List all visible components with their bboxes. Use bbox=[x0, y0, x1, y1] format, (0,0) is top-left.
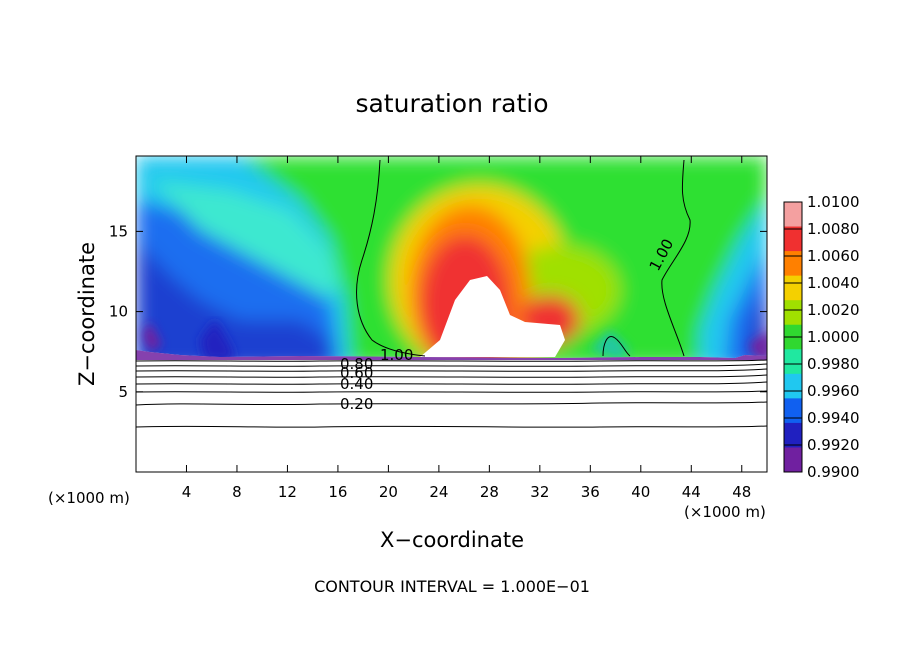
contour-label: 0.60 bbox=[340, 364, 373, 382]
colorbar-swatch bbox=[784, 447, 802, 473]
colorbar-level-label: 0.9960 bbox=[807, 382, 860, 400]
x-unit-right: (×1000 m) bbox=[684, 503, 766, 521]
x-tick-label: 32 bbox=[530, 483, 549, 501]
colorbar-level-label: 1.0100 bbox=[807, 193, 860, 211]
colorbar-swatch bbox=[784, 373, 802, 399]
colorbar-level-label: 1.0020 bbox=[807, 301, 860, 319]
x-tick-label: 44 bbox=[682, 483, 701, 501]
colorbar-swatch bbox=[784, 226, 802, 252]
colorbar-swatch bbox=[784, 275, 802, 301]
colorbar-level-label: 0.9980 bbox=[807, 355, 860, 373]
x-axis-label: X−coordinate bbox=[380, 528, 524, 552]
colorbar-swatch bbox=[784, 398, 802, 424]
colorbar-level-label: 1.0000 bbox=[807, 328, 860, 346]
colorbar-level-label: 0.9940 bbox=[807, 409, 860, 427]
x-tick-label: 4 bbox=[182, 483, 192, 501]
y-tick-label: 10 bbox=[109, 303, 128, 321]
colorbar-level-label: 0.9900 bbox=[807, 463, 860, 481]
contour-lines bbox=[136, 159, 767, 428]
contour-label: 1.00 bbox=[380, 346, 413, 364]
contour-label: 0.20 bbox=[340, 395, 373, 413]
plot-frame bbox=[135, 155, 768, 473]
x-axis-ticks: 4 8 12 16 20 24 28 32 36 40 44 48 bbox=[182, 156, 751, 501]
y-tick-label: 5 bbox=[118, 383, 128, 401]
heatmap-field bbox=[136, 156, 767, 358]
contour-labels: 1.00 1.00 0.80 0.60 0.40 0.20 bbox=[340, 236, 677, 413]
y-axis-label: Z−coordinate bbox=[75, 242, 99, 386]
x-tick-label: 36 bbox=[581, 483, 600, 501]
colorbar-swatch bbox=[784, 251, 802, 277]
colorbar: 1.0100 1.0080 1.0060 1.0040 1.0020 1.0000 0.99… bbox=[783, 193, 860, 481]
colorbar-level-label: 1.0060 bbox=[807, 247, 860, 265]
x-tick-label: 28 bbox=[480, 483, 499, 501]
chart-title: saturation ratio bbox=[355, 89, 548, 118]
colorbar-swatch bbox=[784, 422, 802, 448]
y-tick-label: 15 bbox=[109, 222, 128, 240]
contour-label: 0.80 bbox=[340, 355, 373, 373]
colorbar-swatch bbox=[784, 300, 802, 326]
x-tick-label: 48 bbox=[732, 483, 751, 501]
colorbar-level-label: 1.0040 bbox=[807, 274, 860, 292]
colorbar-level-label: 0.9920 bbox=[807, 436, 860, 454]
x-tick-label: 20 bbox=[379, 483, 398, 501]
colorbar-swatch bbox=[784, 349, 802, 375]
x-tick-label: 24 bbox=[429, 483, 448, 501]
colorbar-level-label: 1.0080 bbox=[807, 220, 860, 238]
y-axis-ticks: 5 10 15 bbox=[109, 222, 767, 401]
contour-label: 0.40 bbox=[340, 375, 373, 393]
x-tick-label: 12 bbox=[278, 483, 297, 501]
contour-interval-note: CONTOUR INTERVAL = 1.000E−01 bbox=[314, 577, 590, 596]
x-tick-label: 40 bbox=[631, 483, 650, 501]
colorbar-swatch bbox=[784, 202, 802, 228]
x-unit-left: (×1000 m) bbox=[48, 489, 130, 507]
x-tick-label: 8 bbox=[232, 483, 242, 501]
x-tick-label: 16 bbox=[328, 483, 347, 501]
